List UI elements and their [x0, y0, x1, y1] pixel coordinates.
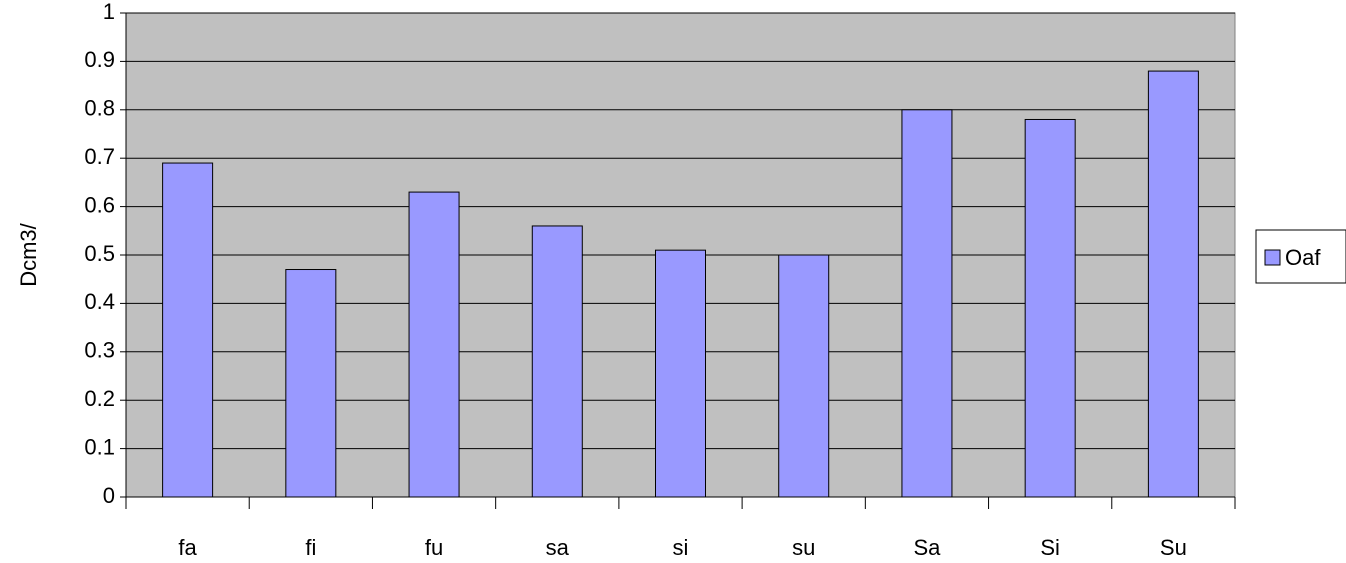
- x-tick-label: su: [792, 535, 815, 560]
- y-axis-label: Dcm3/: [16, 222, 41, 286]
- y-tick-label: 0.4: [84, 289, 115, 314]
- x-tick-label: Si: [1040, 535, 1060, 560]
- y-tick-label: 0.9: [84, 47, 115, 72]
- bar: [778, 254, 830, 498]
- x-tick-label: si: [673, 535, 689, 560]
- y-tick-label: 0.3: [84, 338, 115, 363]
- x-tick-label: Su: [1160, 535, 1187, 560]
- y-tick-label: 0.1: [84, 434, 115, 459]
- bar: [1147, 70, 1199, 498]
- bar: [162, 162, 214, 498]
- x-tick-label: fa: [178, 535, 197, 560]
- x-tick-label: fi: [305, 535, 316, 560]
- x-tick-label: fu: [425, 535, 443, 560]
- bar: [655, 249, 706, 498]
- x-tick-label: Sa: [913, 535, 941, 560]
- bar: [901, 109, 953, 498]
- y-tick-label: 0: [103, 483, 115, 508]
- y-tick-label: 0.8: [84, 96, 115, 121]
- y-tick-label: 0.7: [84, 144, 115, 169]
- legend-swatch: [1264, 249, 1281, 266]
- legend-label: Oaf: [1285, 245, 1321, 270]
- bar: [285, 269, 337, 498]
- bar: [531, 225, 583, 498]
- bar: [408, 191, 460, 498]
- y-tick-label: 1: [103, 0, 115, 24]
- x-tick-label: sa: [546, 535, 570, 560]
- y-tick-label: 0.6: [84, 192, 115, 217]
- y-tick-label: 0.5: [84, 241, 115, 266]
- y-tick-label: 0.2: [84, 386, 115, 411]
- bar: [1024, 118, 1076, 498]
